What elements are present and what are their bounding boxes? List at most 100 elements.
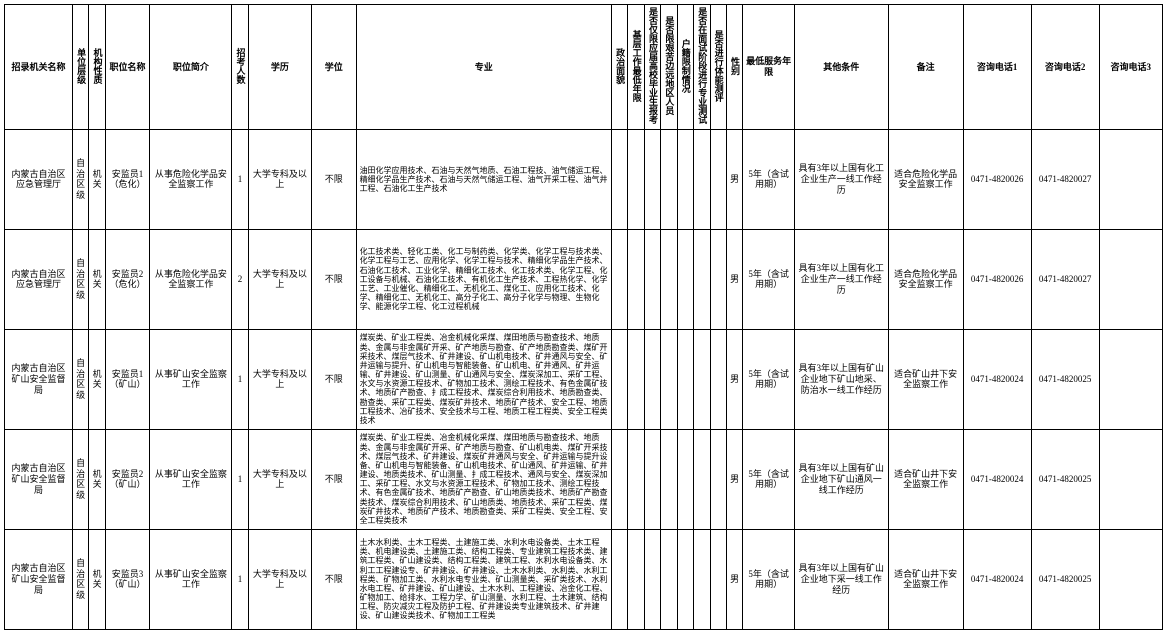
cell-other: 具有3年以上国有矿山企业地下矿山通风一线工作经历 (794, 429, 888, 529)
cell-protest (694, 329, 710, 429)
col-header-minyear: 基层工作最低年限 (628, 5, 644, 130)
cell-svcyear: 5年（含试用期） (743, 429, 795, 529)
cell-grad (644, 129, 660, 229)
cell-minyear (628, 529, 644, 629)
cell-major: 化工技术类、轻化工类、化工与制药类、化学类、化学工程与技术类、化学工程与工艺、应… (356, 229, 612, 329)
cell-minyear (628, 329, 644, 429)
cell-postname: 安监员2（危化） (105, 229, 150, 329)
cell-remark: 适合矿山井下安全监察工作 (888, 329, 963, 429)
cell-phys (710, 129, 726, 229)
cell-edu: 大学专科及以上 (248, 329, 311, 429)
cell-gender: 男 (726, 129, 742, 229)
cell-degree: 不限 (312, 229, 357, 329)
col-header-remote: 是否限艰苦边远地区人员 (661, 5, 677, 130)
table-row: 内蒙古自治区矿山安全监督局自治区级机关安监员3（矿山）从事矿山安全监察工作1大学… (5, 529, 1163, 629)
cell-tel1: 0471-4820026 (963, 129, 1031, 229)
col-header-num: 招考人数 (232, 5, 248, 130)
cell-major: 煤炭类、矿业工程类、冶金机械化采煤、煤田地质与勘查技术、地质类、金属与非金属矿开… (356, 429, 612, 529)
cell-postname: 安监员1（危化） (105, 129, 150, 229)
cell-degree: 不限 (312, 429, 357, 529)
cell-postdesc: 从事危险化学品安全监察工作 (150, 129, 232, 229)
col-header-protest: 是否在面试阶段进行专业测试 (694, 5, 710, 130)
col-header-pol: 政治面貌 (612, 5, 628, 130)
cell-postdesc: 从事矿山安全监察工作 (150, 529, 232, 629)
cell-remote (661, 229, 677, 329)
cell-hukou (677, 329, 693, 429)
cell-postname: 安监员3（矿山） (105, 529, 150, 629)
cell-gender: 男 (726, 429, 742, 529)
cell-tel1: 0471-4820026 (963, 229, 1031, 329)
col-header-degree: 学位 (312, 5, 357, 130)
cell-svcyear: 5年（含试用期） (743, 529, 795, 629)
cell-remark: 适合矿山井下安全监察工作 (888, 429, 963, 529)
col-header-edu: 学历 (248, 5, 311, 130)
cell-svcyear: 5年（含试用期） (743, 329, 795, 429)
cell-hukou (677, 529, 693, 629)
cell-grad (644, 429, 660, 529)
col-header-gender: 性别 (726, 5, 742, 130)
cell-pol (612, 329, 628, 429)
cell-level: 自治区级 (72, 529, 88, 629)
cell-org: 内蒙古自治区应急管理厅 (5, 229, 73, 329)
cell-other: 具有3年以上国有矿山企业地下矿山地采、防治水一线工作经历 (794, 329, 888, 429)
cell-tel3 (1099, 229, 1162, 329)
table-row: 内蒙古自治区矿山安全监督局自治区级机关安监员2（矿山）从事矿山安全监察工作1大学… (5, 429, 1163, 529)
cell-minyear (628, 429, 644, 529)
cell-tel3 (1099, 329, 1162, 429)
col-header-postname: 职位名称 (105, 5, 150, 130)
cell-tel2: 0471-4820025 (1031, 429, 1099, 529)
cell-remote (661, 329, 677, 429)
cell-gender: 男 (726, 529, 742, 629)
col-header-major: 专业 (356, 5, 612, 130)
cell-org: 内蒙古自治区矿山安全监督局 (5, 529, 73, 629)
cell-edu: 大学专科及以上 (248, 429, 311, 529)
cell-tel2: 0471-4820025 (1031, 529, 1099, 629)
cell-gender: 男 (726, 229, 742, 329)
cell-nature: 机关 (89, 229, 105, 329)
table-header-row: 招录机关名称单位层级机构性质职位名称职位简介招考人数学历学位专业政治面貌基层工作… (5, 5, 1163, 130)
cell-level: 自治区级 (72, 229, 88, 329)
cell-org: 内蒙古自治区应急管理厅 (5, 129, 73, 229)
cell-edu: 大学专科及以上 (248, 229, 311, 329)
cell-tel3 (1099, 529, 1162, 629)
col-header-hukou: 户籍限制情况 (677, 5, 693, 130)
cell-nature: 机关 (89, 529, 105, 629)
cell-other: 具有3年以上国有矿山企业地下采一线工作经历 (794, 529, 888, 629)
col-header-tel1: 咨询电话1 (963, 5, 1031, 130)
col-header-other: 其他条件 (794, 5, 888, 130)
cell-remark: 适合危险化学品安全监察工作 (888, 129, 963, 229)
cell-tel2: 0471-4820025 (1031, 329, 1099, 429)
table-row: 内蒙古自治区应急管理厅自治区级机关安监员1（危化）从事危险化学品安全监察工作1大… (5, 129, 1163, 229)
cell-tel2: 0471-4820027 (1031, 129, 1099, 229)
cell-num: 1 (232, 529, 248, 629)
cell-tel1: 0471-4820024 (963, 529, 1031, 629)
cell-major: 油田化学应用技术、石油与天然气地质、石油工程技、油气储运工程、精细化学品生产技术… (356, 129, 612, 229)
col-header-remark: 备注 (888, 5, 963, 130)
cell-edu: 大学专科及以上 (248, 129, 311, 229)
cell-minyear (628, 129, 644, 229)
cell-hukou (677, 429, 693, 529)
cell-major: 土木水利类、土木工程类、土建施工类、水利水电设备类、土木工程类、机电建设类、土建… (356, 529, 612, 629)
col-header-grad: 是否仅限应届高校毕业生报考 (644, 5, 660, 130)
cell-pol (612, 229, 628, 329)
cell-protest (694, 429, 710, 529)
cell-postdesc: 从事危险化学品安全监察工作 (150, 229, 232, 329)
cell-level: 自治区级 (72, 429, 88, 529)
table-row: 内蒙古自治区应急管理厅自治区级机关安监员2（危化）从事危险化学品安全监察工作2大… (5, 229, 1163, 329)
cell-tel1: 0471-4820024 (963, 329, 1031, 429)
col-header-org: 招录机关名称 (5, 5, 73, 130)
cell-nature: 机关 (89, 429, 105, 529)
cell-remark: 适合危险化学品安全监察工作 (888, 229, 963, 329)
cell-remote (661, 529, 677, 629)
cell-postdesc: 从事矿山安全监察工作 (150, 429, 232, 529)
cell-edu: 大学专科及以上 (248, 529, 311, 629)
cell-protest (694, 529, 710, 629)
cell-major: 煤炭类、矿业工程类、冶金机械化采煤、煤田地质与勘查技术、地质类、金属与非金属矿开… (356, 329, 612, 429)
cell-pol (612, 529, 628, 629)
recruitment-table: 招录机关名称单位层级机构性质职位名称职位简介招考人数学历学位专业政治面貌基层工作… (4, 4, 1163, 630)
cell-grad (644, 529, 660, 629)
cell-remark: 适合矿山井下安全监察工作 (888, 529, 963, 629)
cell-level: 自治区级 (72, 129, 88, 229)
col-header-tel3: 咨询电话3 (1099, 5, 1162, 130)
col-header-svcyear: 最低服务年限 (743, 5, 795, 130)
